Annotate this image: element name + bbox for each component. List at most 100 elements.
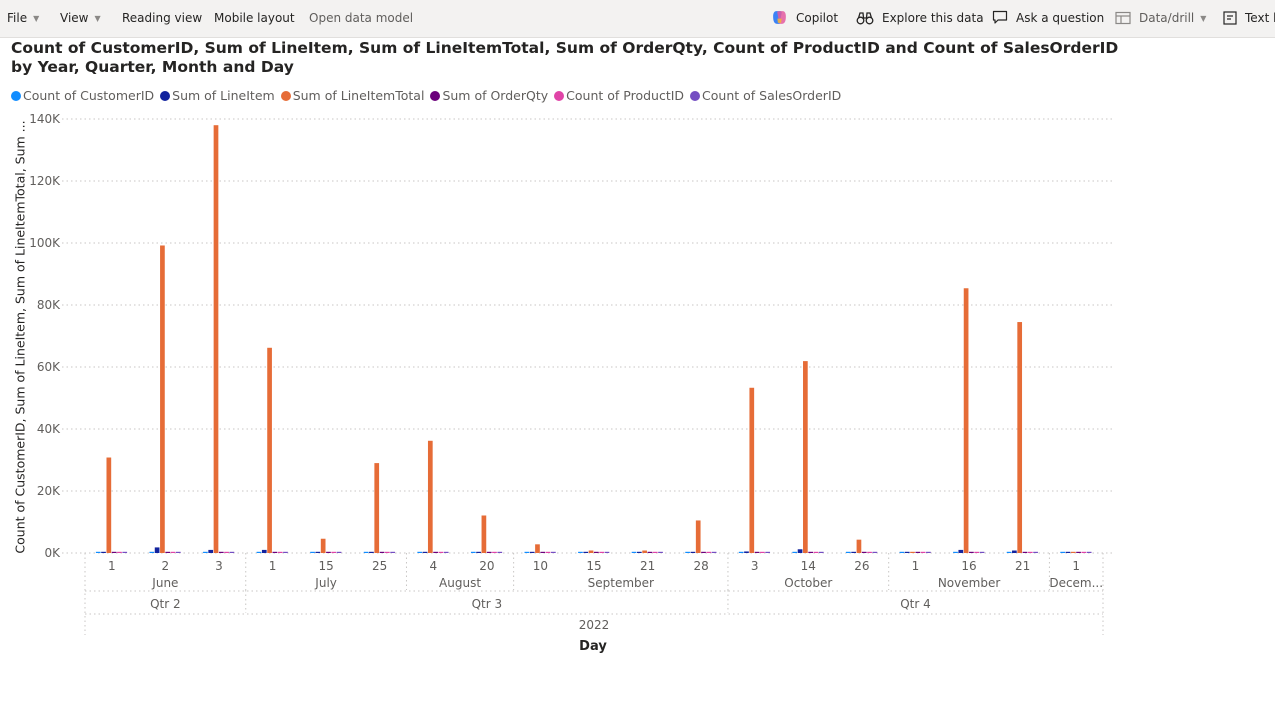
bar-sum-of-orderqty xyxy=(165,551,171,553)
text-box-icon xyxy=(1223,10,1237,25)
x-day-label: 1 xyxy=(108,559,116,573)
bar-count-of-productid xyxy=(652,551,658,553)
x-axis-title: Day xyxy=(579,639,607,654)
x-quarter-label: Qtr 2 xyxy=(150,597,181,611)
bar-sum-of-orderqty xyxy=(326,551,331,553)
x-month-label: July xyxy=(314,576,337,590)
bar-sum-of-lineitemtotal xyxy=(213,125,219,553)
mobile-layout-button[interactable]: Mobile layout xyxy=(214,0,295,37)
bar-count-of-productid xyxy=(920,551,926,553)
x-day-label: 15 xyxy=(318,559,333,573)
open-data-model-button[interactable]: Open data model xyxy=(309,0,413,37)
x-day-label: 21 xyxy=(1015,559,1030,573)
bar-sum-of-orderqty xyxy=(111,551,117,553)
bar-sum-of-orderqty xyxy=(486,551,492,553)
chevron-down-icon: ▼ xyxy=(94,14,101,23)
ask-question-button[interactable]: Ask a question xyxy=(992,0,1104,37)
bar-sum-of-lineitem xyxy=(797,549,803,553)
bar-sum-of-lineitem xyxy=(422,551,428,553)
x-quarter-label: Qtr 3 xyxy=(472,597,503,611)
data-drill-label: Data/drill xyxy=(1139,11,1195,25)
bar-count-of-productid xyxy=(813,551,819,553)
bar-count-of-salesorderid xyxy=(497,551,503,553)
bar-sum-of-orderqty xyxy=(379,551,385,553)
binoculars-icon xyxy=(856,11,874,24)
bar-count-of-customerid xyxy=(792,551,798,553)
bar-count-of-salesorderid xyxy=(122,551,128,553)
bar-sum-of-orderqty xyxy=(808,551,814,553)
ask-question-label: Ask a question xyxy=(1016,11,1105,25)
bar-count-of-customerid xyxy=(1060,551,1066,553)
bar-sum-of-lineitemtotal xyxy=(963,288,969,553)
x-day-label: 14 xyxy=(801,559,816,573)
bar-count-of-customerid xyxy=(1006,551,1012,553)
y-tick-label: 0K xyxy=(44,546,61,560)
y-tick-label: 140K xyxy=(29,112,61,126)
x-day-label: 1 xyxy=(1072,559,1080,573)
bar-count-of-customerid xyxy=(203,551,208,553)
y-tick-label: 40K xyxy=(37,422,61,436)
text-box-button[interactable]: Text b xyxy=(1223,0,1275,37)
x-day-label: 15 xyxy=(586,559,601,573)
bar-sum-of-lineitem xyxy=(851,551,856,553)
bar-sum-of-orderqty xyxy=(218,551,224,553)
bar-sum-of-orderqty xyxy=(754,551,760,553)
y-tick-label: 60K xyxy=(37,360,61,374)
x-quarter-label: Qtr 4 xyxy=(900,597,931,611)
bar-sum-of-orderqty xyxy=(594,551,599,553)
bar-count-of-salesorderid xyxy=(336,551,342,553)
bar-sum-of-lineitem xyxy=(958,549,964,553)
bar-sum-of-lineitem xyxy=(1065,551,1071,553)
legend-item[interactable]: Count of SalesOrderID xyxy=(690,88,841,103)
bar-count-of-salesorderid xyxy=(926,551,931,553)
bar-count-of-salesorderid xyxy=(229,551,235,553)
chart-legend: Count of CustomerID Sum of LineItem Sum of… xyxy=(11,88,847,106)
view-menu[interactable]: View ▼ xyxy=(60,0,101,37)
file-menu-label: File xyxy=(7,11,28,25)
copilot-icon xyxy=(773,11,786,24)
bar-count-of-salesorderid xyxy=(818,551,824,553)
x-day-label: 2 xyxy=(162,559,170,573)
bar-count-of-salesorderid xyxy=(711,551,717,553)
bar-sum-of-lineitemtotal xyxy=(803,361,808,553)
copilot-button[interactable]: Copilot xyxy=(771,0,838,37)
speech-bubble-icon xyxy=(992,10,1008,24)
legend-item[interactable]: Sum of LineItem xyxy=(160,88,275,103)
open-data-model-label: Open data model xyxy=(309,11,414,25)
bar-count-of-customerid xyxy=(845,551,851,553)
legend-label: Sum of OrderQty xyxy=(442,88,549,103)
bar-count-of-salesorderid xyxy=(1086,551,1092,553)
bar-sum-of-lineitemtotal xyxy=(320,538,326,553)
bar-count-of-customerid xyxy=(417,551,423,553)
clustered-column-chart: 0K 20K 40K 60K 80K 100K 120K 140K 1 2 3 1 15 25 4 20 10 1… xyxy=(29,112,1115,635)
data-drill-menu[interactable]: Data/drill ▼ xyxy=(1115,0,1206,37)
legend-item[interactable]: Sum of LineItemTotal xyxy=(280,88,424,103)
legend-item[interactable]: Count of ProductID xyxy=(554,88,684,103)
bar-sum-of-lineitemtotal xyxy=(856,539,862,553)
bar-count-of-productid xyxy=(492,551,497,553)
legend-item[interactable]: Sum of OrderQty xyxy=(430,88,548,103)
bar-sum-of-lineitemtotal xyxy=(910,551,915,553)
bar-count-of-customerid xyxy=(310,551,315,553)
x-month-label: October xyxy=(784,576,832,590)
legend-item[interactable]: Count of CustomerID xyxy=(11,88,154,103)
x-month-label: June xyxy=(151,576,178,590)
y-tick-label: 20K xyxy=(37,484,61,498)
bar-sum-of-lineitem xyxy=(261,549,267,553)
bar-count-of-customerid xyxy=(470,551,476,553)
x-day-label: 10 xyxy=(533,559,548,573)
bar-count-of-productid xyxy=(438,551,444,553)
explore-data-button[interactable]: Explore this data xyxy=(856,0,984,37)
bar-sum-of-lineitem xyxy=(476,551,481,553)
bar-sum-of-orderqty xyxy=(433,551,438,553)
bar-count-of-customerid xyxy=(738,551,744,553)
x-day-label: 20 xyxy=(479,559,494,573)
chart-title: Count of CustomerID, Sum of LineItem, Su… xyxy=(11,39,1119,76)
x-month-label: November xyxy=(938,576,1000,590)
file-menu[interactable]: File ▼ xyxy=(7,0,39,37)
reading-view-button[interactable]: Reading view xyxy=(122,0,202,37)
bar-sum-of-orderqty xyxy=(701,551,706,553)
bar-sum-of-lineitemtotal xyxy=(481,515,487,553)
bar-sum-of-lineitemtotal xyxy=(267,347,272,553)
bar-count-of-productid xyxy=(331,551,337,553)
